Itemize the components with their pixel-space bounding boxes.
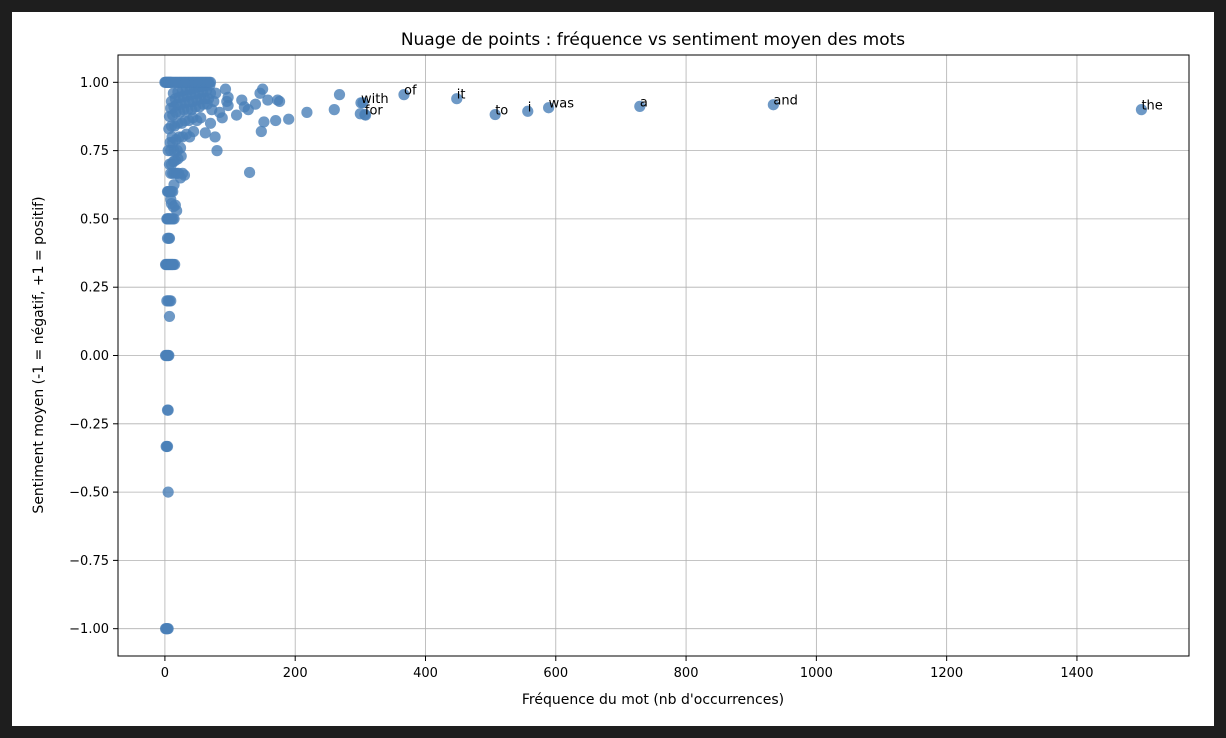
x-tick-label: 1200	[930, 666, 963, 681]
data-point	[333, 89, 346, 101]
data-point	[210, 87, 222, 99]
x-axis-ticks: 0 200 400 600 800 1000 1200 1400	[161, 656, 1093, 681]
y-tick-label: −0.25	[69, 417, 109, 432]
point-label: to	[495, 104, 508, 119]
point-label: with	[361, 92, 389, 107]
data-point	[522, 105, 534, 117]
data-point	[174, 172, 187, 184]
point-label: was	[549, 97, 575, 112]
data-point	[1135, 104, 1148, 116]
data-point	[195, 112, 207, 124]
data-point	[634, 100, 646, 112]
data-point	[211, 145, 223, 157]
data-point	[204, 76, 217, 88]
data-point	[222, 91, 234, 103]
y-tick-label: 0.25	[80, 281, 109, 296]
data-point	[262, 94, 274, 106]
data-point	[165, 295, 177, 307]
point-label: and	[773, 94, 797, 109]
point-label: the	[1141, 99, 1162, 114]
x-tick-label: 200	[283, 666, 308, 681]
point-label: for	[365, 104, 384, 119]
data-point	[328, 104, 340, 116]
x-tick-label: 400	[413, 666, 438, 681]
data-point	[174, 142, 187, 154]
point-label: i	[528, 100, 532, 115]
data-point	[257, 83, 269, 95]
x-tick-label: 1400	[1060, 666, 1093, 681]
data-point	[489, 108, 501, 121]
y-tick-label: 0.50	[80, 212, 109, 227]
data-point	[230, 109, 243, 121]
data-point	[204, 117, 217, 129]
data-point	[162, 623, 174, 635]
data-point	[398, 89, 410, 101]
data-point	[161, 440, 174, 453]
grid-lines	[118, 55, 1189, 656]
data-point	[359, 108, 371, 121]
y-axis-label: Sentiment moyen (-1 = négatif, +1 = posi…	[31, 196, 47, 513]
chart-title: Nuage de points : fréquence vs sentiment…	[401, 30, 905, 50]
data-point	[163, 349, 175, 362]
point-label: of	[404, 84, 417, 99]
data-point	[214, 106, 226, 118]
data-point	[283, 113, 295, 125]
data-point	[199, 127, 211, 139]
data-point	[270, 114, 282, 127]
data-point	[258, 116, 270, 128]
data-point	[543, 102, 555, 114]
data-points	[159, 76, 1148, 635]
data-point	[355, 97, 367, 109]
data-point	[162, 486, 174, 498]
data-point	[767, 99, 779, 111]
chart-figure: Nuage de points : fréquence vs sentiment…	[12, 12, 1214, 726]
data-point	[169, 258, 181, 271]
y-tick-label: −1.00	[69, 622, 109, 637]
data-point	[162, 404, 174, 416]
data-point	[169, 199, 181, 211]
data-point	[187, 125, 200, 138]
y-tick-label: −0.50	[69, 486, 109, 501]
data-point	[163, 232, 176, 244]
data-point	[209, 131, 221, 143]
y-tick-label: 0.75	[80, 144, 109, 159]
x-tick-label: 600	[543, 666, 568, 681]
y-tick-label: −0.75	[69, 554, 109, 569]
data-point	[273, 95, 286, 108]
data-point	[243, 166, 256, 179]
data-point	[301, 106, 313, 118]
x-tick-label: 1000	[800, 666, 833, 681]
y-tick-label: 1.00	[80, 76, 109, 91]
point-label: a	[640, 95, 648, 110]
data-point	[255, 125, 267, 138]
data-point	[222, 99, 234, 112]
x-tick-label: 0	[161, 666, 169, 681]
x-axis-label: Fréquence du mot (nb d'occurrences)	[522, 692, 784, 708]
data-point	[163, 310, 176, 323]
y-tick-label: 0.00	[80, 349, 109, 364]
scatter-chart: Nuage de points : fréquence vs sentiment…	[31, 30, 1190, 708]
data-point	[249, 98, 262, 110]
point-label: it	[457, 88, 466, 103]
y-axis-ticks: 1.00 0.75 0.50 0.25 0.00 −0.25 −0.50 −0.75 −1.00	[69, 76, 118, 637]
data-point	[451, 93, 463, 105]
x-tick-label: 800	[674, 666, 699, 681]
